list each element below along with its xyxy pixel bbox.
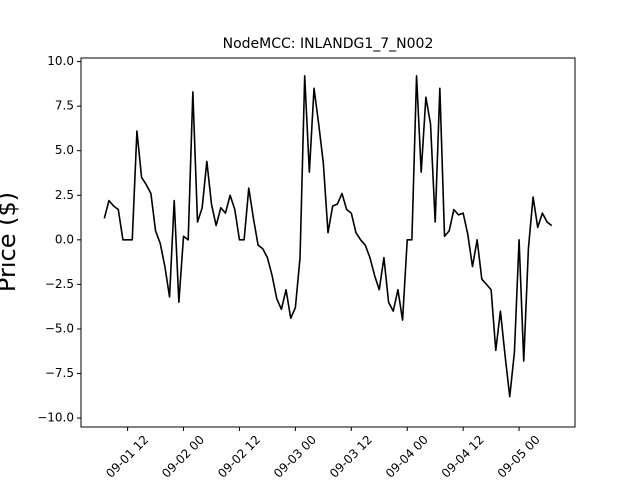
y-tick-label: 0.0	[55, 232, 74, 246]
x-tick-label: 09-03 12	[327, 433, 375, 480]
x-tick-label: 09-03 00	[271, 433, 319, 480]
x-tick-label: 09-05 00	[495, 433, 543, 480]
y-tick-label: 2.5	[55, 188, 74, 202]
x-tick-label: 09-01 12	[103, 433, 151, 480]
y-axis-label: Price ($)	[0, 192, 21, 292]
y-tick-label: 5.0	[55, 143, 74, 157]
y-tick-label: 10.0	[47, 54, 74, 68]
y-tick-label: −10.0	[37, 411, 74, 425]
chart-title: NodeMCC: INLANDG1_7_N002	[223, 36, 434, 52]
x-tick-label: 09-02 00	[159, 433, 207, 480]
x-tick-label: 09-04 00	[383, 433, 431, 480]
plot-frame	[80, 57, 576, 428]
y-tick-label: −5.0	[45, 321, 74, 335]
x-tick-label: 09-04 12	[439, 433, 487, 480]
y-tick-label: −2.5	[45, 277, 74, 291]
y-tick-label: 7.5	[55, 99, 74, 113]
x-tick-label: 09-02 12	[215, 433, 263, 480]
price-line	[103, 75, 553, 398]
y-tick-label: −7.5	[45, 366, 74, 380]
